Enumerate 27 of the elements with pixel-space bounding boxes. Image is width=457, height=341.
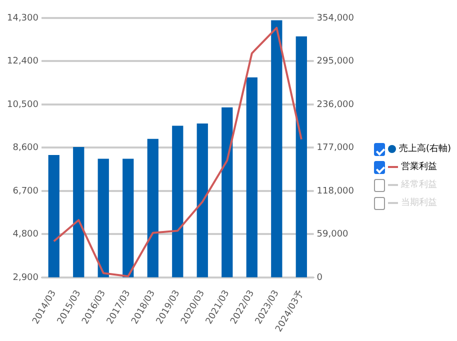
y2-tick-label: 236,000 [316, 100, 354, 110]
bar [98, 158, 109, 278]
y2-tick-label: 59,000 [316, 230, 349, 240]
y-tick-label: 8,600 [12, 143, 39, 154]
legend-label: 売上高(右軸) [399, 142, 452, 156]
y2-tick-label: 177,000 [316, 143, 354, 154]
bar [296, 36, 307, 278]
y-tick-label: 2,900 [12, 272, 39, 283]
bar [172, 126, 184, 278]
y2-tick-label: 0 [316, 272, 323, 283]
bar [73, 146, 84, 278]
y-tick-label: 6,700 [12, 186, 39, 196]
legend-label: 営業利益 [401, 160, 437, 174]
bar [246, 77, 258, 278]
bar [147, 138, 158, 278]
y2-tick-label: 354,000 [316, 13, 354, 24]
y-tick-label: 10,500 [6, 100, 39, 110]
bar [196, 124, 208, 278]
bar [122, 158, 134, 278]
y-tick-label: 12,400 [6, 56, 39, 67]
bar [271, 20, 282, 278]
y2-tick-label: 118,000 [316, 186, 354, 196]
y-tick-label: 4,800 [12, 230, 39, 240]
y-tick-label: 14,300 [6, 13, 39, 24]
bar [48, 155, 60, 278]
y2-tick-label: 295,000 [316, 56, 354, 67]
bar [222, 107, 233, 278]
